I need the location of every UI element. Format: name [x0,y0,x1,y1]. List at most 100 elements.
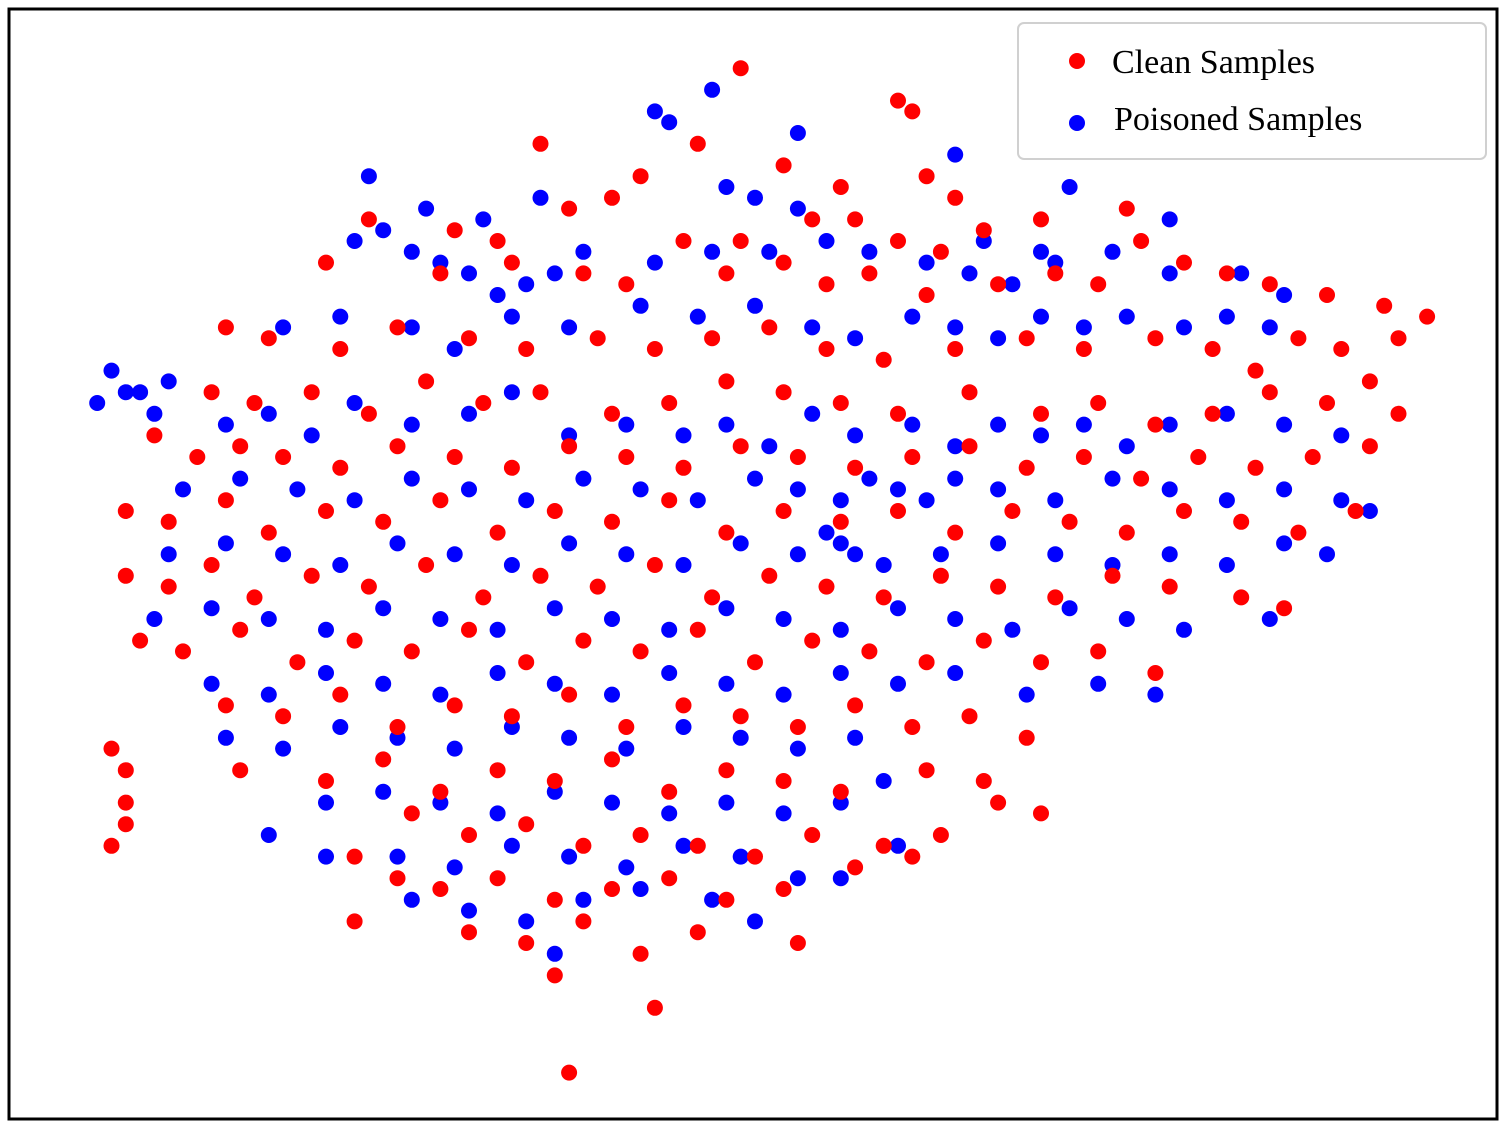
clean-sample-point [847,211,864,228]
poisoned-sample-point [718,416,735,433]
poisoned-sample-point [632,481,649,498]
poisoned-sample-point [904,308,921,325]
poisoned-sample-point [675,427,692,444]
poisoned-sample-point [260,611,277,627]
clean-sample-point [1018,330,1035,347]
poisoned-sample-point [403,470,420,487]
clean-sample-point [804,211,821,228]
clean-sample-point [232,762,249,779]
clean-sample-point [160,513,177,530]
poisoned-sample-point [847,546,864,563]
clean-sample-point [418,557,435,573]
clean-sample-point [475,589,492,606]
poisoned-sample-point [818,524,835,541]
poisoned-sample-point [89,395,106,411]
clean-sample-point [1033,654,1049,671]
poisoned-sample-point [546,675,563,692]
clean-sample-point [832,395,849,411]
clean-sample-point [675,459,692,476]
clean-sample-point [446,222,463,239]
clean-sample-point [1347,503,1364,519]
poisoned-sample-point [1276,535,1293,552]
clean-sample-point [604,405,620,422]
poisoned-sample-point [618,546,635,563]
clean-sample-point [1233,589,1250,606]
clean-sample-point [732,233,749,249]
clean-sample-point [675,697,692,714]
poisoned-sample-point [704,81,721,98]
clean-sample-point [775,157,792,174]
poisoned-sample-point [661,621,678,638]
clean-sample-point [861,643,878,660]
poisoned-sample-point [775,805,792,822]
clean-sample-point [818,578,835,595]
clean-sample-point [1247,362,1264,379]
poisoned-sample-point [847,427,864,444]
clean-sample-point [418,373,435,390]
poisoned-sample-point [947,438,964,455]
clean-sample-point [718,762,735,779]
clean-sample-point [747,654,763,671]
poisoned-sample-point [832,621,849,638]
clean-sample-point [532,384,549,401]
clean-sample-point [632,945,649,962]
clean-sample-point [1075,449,1092,465]
poisoned-sample-point [461,405,477,422]
clean-sample-point [318,773,334,789]
clean-sample-point [475,395,492,411]
clean-sample-point [1047,589,1064,606]
poisoned-sample-point [332,308,349,325]
clean-sample-point [518,816,535,833]
clean-sample-point [689,621,706,638]
clean-sample-point [1104,567,1121,584]
poisoned-sample-point [990,330,1007,347]
clean-sample-point [546,773,563,789]
poisoned-sample-point [890,675,906,692]
clean-sample-point [589,578,606,595]
clean-sample-point [203,557,220,573]
clean-sample-point [618,719,635,735]
clean-sample-point [1033,405,1049,422]
clean-sample-point [1290,524,1307,541]
poisoned-sample-point [1333,492,1350,509]
clean-sample-point [1319,395,1335,411]
clean-sample-point [904,848,921,865]
poisoned-sample-point [947,611,964,627]
poisoned-sample-point [518,913,535,930]
poisoned-sample-point [718,794,735,811]
poisoned-sample-point [375,675,392,692]
clean-sample-point [1018,729,1035,746]
poisoned-sample-point [804,319,821,336]
clean-sample-point [761,319,778,336]
poisoned-sample-point [1218,405,1235,422]
poisoned-sample-point [632,881,649,897]
clean-sample-point [1133,233,1150,249]
poisoned-sample-point [775,611,792,627]
poisoned-sample-point [832,492,849,509]
clean-sample-point [1033,211,1049,228]
clean-sample-point [246,589,263,606]
poisoned-sample-point [561,319,578,336]
poisoned-sample-point [1118,438,1135,455]
clean-sample-point [1090,643,1107,660]
poisoned-sample-point [1333,427,1350,444]
clean-sample-point [718,524,735,541]
poisoned-sample-point [332,719,349,735]
clean-sample-point [375,513,392,530]
clean-sample-point [117,567,134,584]
poisoned-sample-point [689,308,706,325]
poisoned-sample-point [117,384,134,401]
clean-sample-point [175,643,191,660]
poisoned-sample-point [1161,265,1178,282]
clean-sample-point [947,189,964,206]
poisoned-sample-point [132,384,149,401]
poisoned-sample-point [875,557,892,573]
poisoned-sample-point [675,719,692,735]
poisoned-sample-point [203,600,220,617]
poisoned-sample-point [489,287,506,303]
clean-sample-point [117,503,134,519]
poisoned-sample-point [604,686,620,703]
poisoned-sample-point [1047,492,1064,509]
poisoned-sample-point [1118,611,1135,627]
poisoned-sample-point [689,492,706,509]
